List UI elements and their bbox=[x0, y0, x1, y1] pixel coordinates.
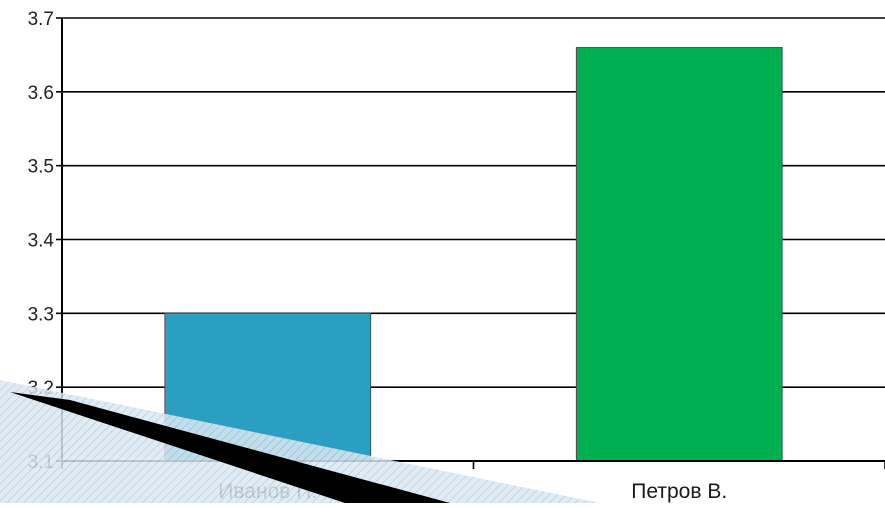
bars bbox=[164, 47, 783, 462]
x-category-label: Петров В. bbox=[631, 480, 727, 503]
y-tick-label: 3.6 bbox=[28, 83, 54, 104]
decor-black-wedge bbox=[10, 392, 450, 503]
y-tick-label: 3.7 bbox=[28, 9, 54, 30]
decor-hatched-wedge bbox=[0, 380, 600, 503]
y-tick-label: 3.3 bbox=[28, 304, 54, 325]
slide-corner-decoration bbox=[0, 380, 600, 503]
y-tick-label: 3.5 bbox=[28, 157, 54, 178]
bar-2 bbox=[575, 47, 783, 462]
y-tick-label: 3.4 bbox=[28, 231, 55, 252]
